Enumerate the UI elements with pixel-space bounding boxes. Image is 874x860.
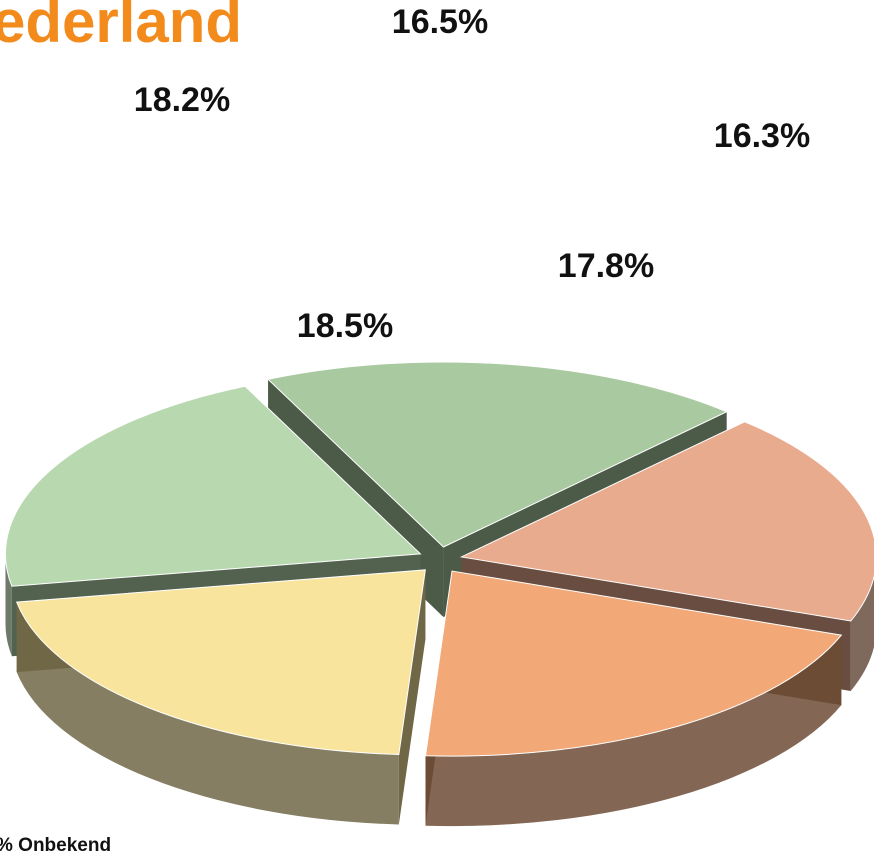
- slice-side: [850, 576, 874, 692]
- value-label: 18.5%: [297, 307, 393, 345]
- slice-side: [425, 635, 842, 827]
- slice-side: [16, 602, 399, 825]
- value-label: 16.3%: [714, 117, 810, 155]
- slice-side: [5, 553, 12, 657]
- footnote: % Onbekend: [0, 835, 111, 856]
- slice: [15, 569, 426, 755]
- value-label: 18.2%: [134, 81, 230, 119]
- slice: [267, 361, 728, 548]
- slice: [459, 421, 874, 622]
- slice: [5, 385, 422, 587]
- pie: [5, 361, 874, 827]
- value-label: 17.8%: [558, 247, 654, 285]
- slice: [424, 570, 843, 757]
- chart-title: ederland: [0, 0, 242, 55]
- value-label: 16.5%: [392, 3, 488, 41]
